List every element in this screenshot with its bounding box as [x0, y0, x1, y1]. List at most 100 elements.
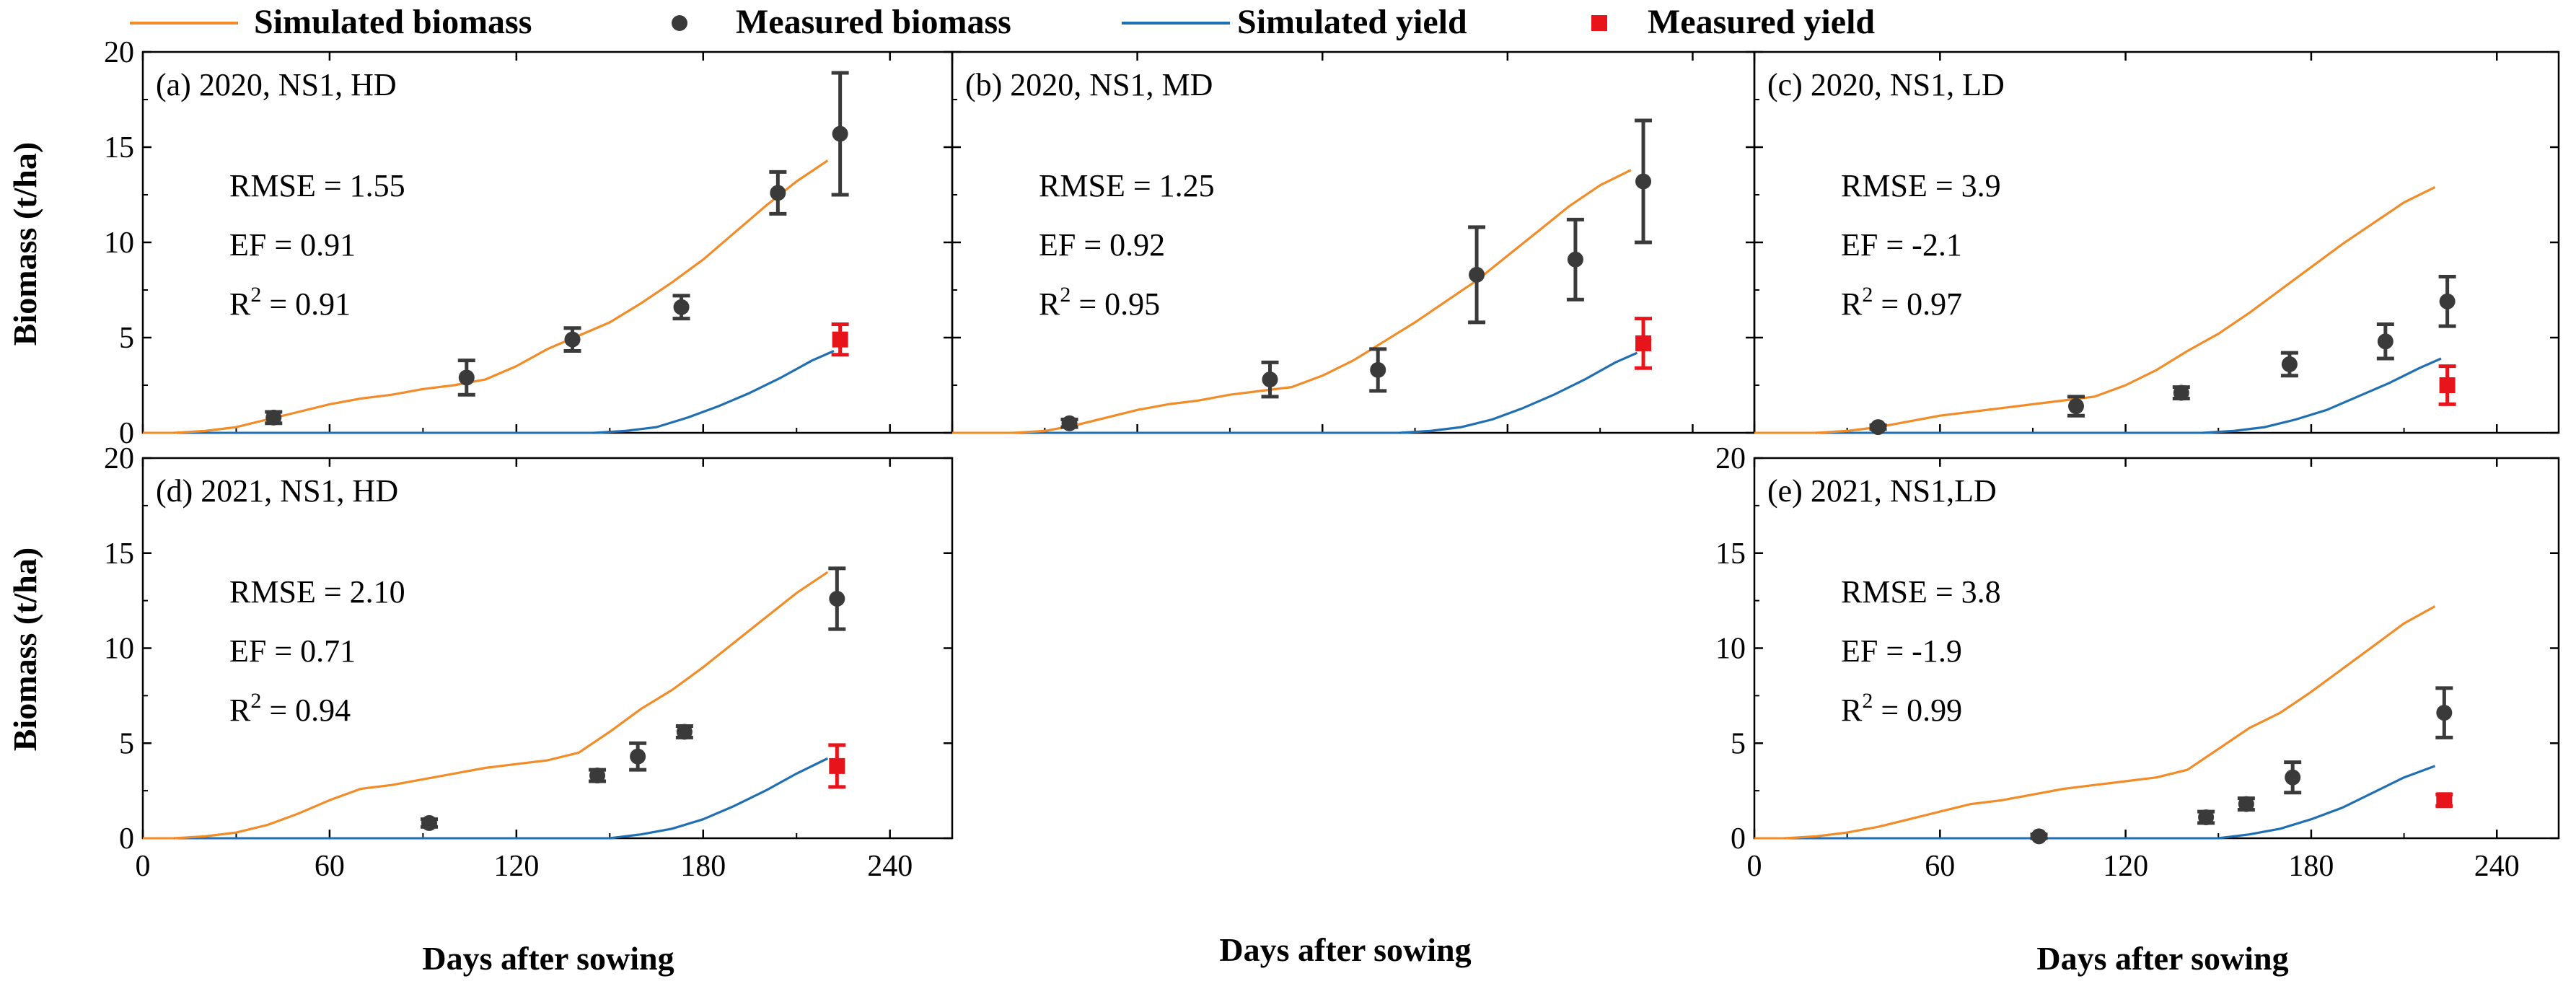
stat-3: R2 = 0.91	[229, 283, 351, 322]
measured-biomass-point	[1061, 415, 1078, 431]
panel-title: (e) 2021, NS1,LD	[1767, 473, 1997, 509]
x-tick-label: 240	[867, 850, 913, 883]
measured-yield-point	[832, 331, 848, 348]
y-tick-label: 0	[119, 822, 134, 856]
measured-biomass-point	[2068, 398, 2084, 415]
measured-biomass-point	[2439, 293, 2456, 309]
y-tick-label: 10	[1715, 633, 1746, 666]
measured-biomass-point	[2436, 705, 2453, 721]
measured-biomass-point	[265, 409, 282, 426]
x-tick-label: 120	[493, 850, 539, 883]
stat-3: R2 = 0.99	[1841, 689, 1962, 728]
x-axis-title-right: Days after sowing	[2036, 940, 2288, 977]
measured-biomass-point	[1469, 266, 1485, 283]
panel-title: (a) 2020, NS1, HD	[156, 67, 397, 102]
stat-2: EF = -1.9	[1841, 633, 1962, 669]
y-tick-label: 5	[119, 322, 134, 355]
simulated-biomass-line	[1785, 605, 2436, 840]
measured-biomass-point	[1870, 419, 1886, 436]
stat-3: R2 = 0.97	[1841, 283, 1962, 322]
measured-yield-point	[2439, 377, 2456, 393]
stat-1: RMSE = 2.10	[229, 574, 405, 610]
stat-1: RMSE = 3.9	[1841, 168, 2001, 203]
panel-5: 0 60 120 180 240 0 5 10 15 20 (e) 2021, NS1,LD RMSE…	[1715, 442, 2560, 883]
measured-biomass-point	[2173, 384, 2189, 401]
measured-biomass-point	[1567, 251, 1583, 268]
y-tick-label: 10	[104, 633, 134, 666]
measured-yield-point	[829, 757, 845, 774]
simulated-yield-line	[610, 757, 829, 840]
y-tick-label: 5	[1731, 727, 1746, 760]
stat-1: RMSE = 3.8	[1841, 574, 2001, 610]
legend-measured-yield-marker	[1591, 15, 1607, 31]
stat-3: R2 = 0.94	[229, 689, 351, 728]
stat-1: RMSE = 1.55	[229, 168, 405, 203]
measured-yield-point	[1635, 335, 1652, 351]
measured-biomass-point	[421, 814, 438, 831]
measured-biomass-point	[1370, 361, 1386, 378]
y-axis-title-top: Biomass (t/ha)	[6, 142, 43, 346]
panel-4: 0 60 120 180 240 0 5 10 15 20 (d) 2021, NS1, HD RMS…	[104, 442, 954, 883]
measured-biomass-point	[2377, 333, 2393, 350]
panel-title: (d) 2021, NS1, HD	[156, 473, 398, 509]
measured-biomass-point	[2031, 828, 2047, 845]
measured-yield-point	[2436, 792, 2453, 809]
y-tick-label: 0	[119, 417, 134, 450]
x-axis-title-left: Days after sowing	[422, 940, 674, 977]
simulated-biomass-line	[174, 159, 829, 434]
x-tick-label: 120	[2103, 850, 2148, 883]
measured-biomass-point	[2238, 796, 2254, 812]
measured-biomass-point	[770, 185, 786, 201]
panel-title: (c) 2020, NS1, LD	[1767, 67, 2005, 102]
stat-3: R2 = 0.95	[1039, 283, 1160, 322]
simulated-biomass-line	[1014, 169, 1632, 434]
simulated-yield-line	[1399, 351, 1638, 434]
measured-biomass-point	[2285, 769, 2301, 786]
legend-measured-yield-label: Measured yield	[1648, 3, 1875, 41]
measured-biomass-point	[589, 768, 606, 784]
y-tick-label: 0	[1731, 822, 1746, 856]
stat-2: EF = -2.1	[1841, 227, 1962, 263]
y-tick-label: 20	[104, 36, 134, 69]
x-tick-label: 60	[315, 850, 345, 883]
x-axis-title-middle: Days after sowing	[1219, 931, 1471, 968]
x-tick-label: 60	[1925, 850, 1955, 883]
panel-2: (b) 2020, NS1, MD RMSE = 1.25 EF = 0.92 R2 …	[951, 50, 1756, 434]
measured-biomass-point	[2281, 356, 2298, 372]
measured-biomass-point	[1635, 173, 1652, 190]
legend-measured-biomass-marker	[672, 15, 687, 31]
simulated-yield-line	[594, 350, 835, 434]
measured-biomass-point	[829, 590, 845, 607]
measured-biomass-point	[458, 369, 475, 386]
stat-1: RMSE = 1.25	[1039, 168, 1215, 203]
y-tick-label: 20	[104, 442, 134, 475]
measured-biomass-point	[564, 331, 581, 348]
x-tick-label: 0	[136, 850, 151, 883]
simulated-biomass-line	[1816, 185, 2436, 434]
simulated-yield-line	[2218, 765, 2436, 840]
y-tick-label: 15	[104, 131, 134, 164]
panel-3: (c) 2020, NS1, LD RMSE = 3.9 EF = -2.1 R2 =…	[1753, 50, 2560, 436]
measured-biomass-point	[832, 126, 848, 142]
panels: 0 5 10 15 20 (a) 2020, NS1, HD RMSE = 1.55 EF =…	[104, 36, 2560, 883]
measured-biomass-point	[676, 724, 693, 740]
x-tick-label: 240	[2474, 850, 2520, 883]
panel-title: (b) 2020, NS1, MD	[965, 67, 1213, 102]
legend-measured-biomass-label: Measured biomass	[736, 3, 1011, 41]
legend-simulated-biomass-label: Simulated biomass	[254, 3, 532, 41]
measured-biomass-point	[1262, 372, 1278, 388]
stat-2: EF = 0.92	[1039, 227, 1165, 263]
y-tick-label: 15	[1715, 537, 1746, 571]
stat-2: EF = 0.91	[229, 227, 356, 263]
y-tick-label: 10	[104, 227, 134, 260]
y-tick-label: 5	[119, 727, 134, 760]
y-tick-label: 15	[104, 537, 134, 571]
y-axis-title-bottom: Biomass (t/ha)	[6, 548, 43, 751]
x-tick-label: 0	[1747, 850, 1762, 883]
measured-biomass-point	[630, 748, 646, 765]
stat-2: EF = 0.71	[229, 633, 356, 669]
simulated-yield-line	[2202, 357, 2442, 434]
legend-simulated-yield-label: Simulated yield	[1237, 3, 1467, 41]
x-tick-label: 180	[680, 850, 726, 883]
